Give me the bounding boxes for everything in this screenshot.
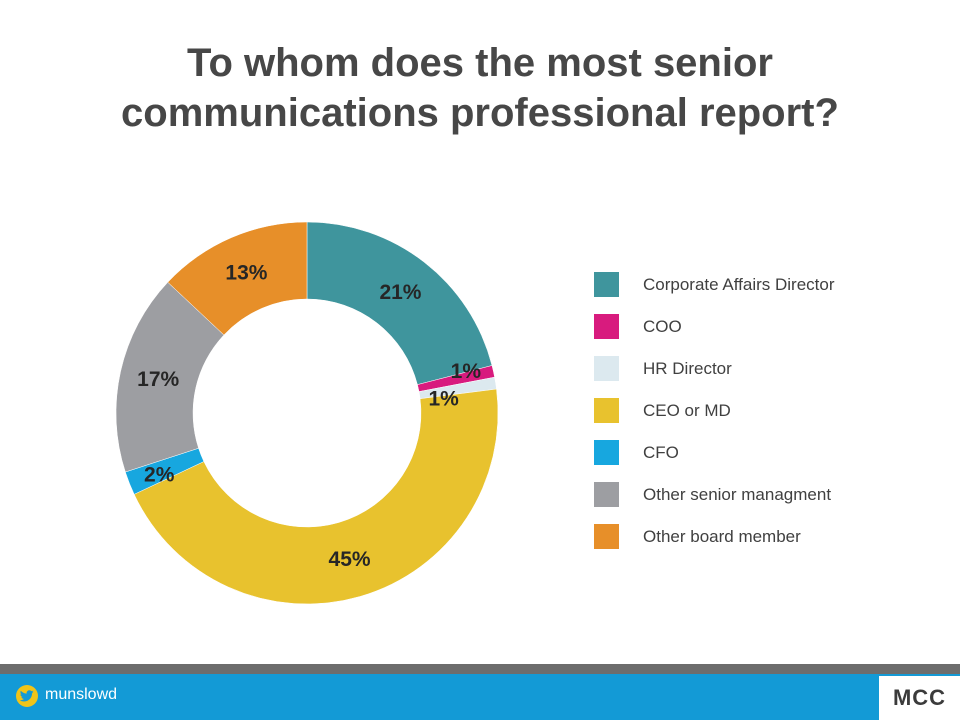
- donut-slice-ceo-or-md: [133, 388, 499, 605]
- chart-title-line-1: To whom does the most senior: [187, 41, 773, 85]
- footer-bar: [0, 674, 960, 720]
- legend-swatch-ceo-or-md: [594, 398, 619, 423]
- legend-label-other-board-member: Other board member: [643, 527, 801, 546]
- data-label-cfo: 2%: [144, 464, 175, 487]
- mcc-logo: MCC: [879, 676, 960, 720]
- legend-swatch-coo: [594, 314, 619, 339]
- legend-label-hr-director: HR Director: [643, 359, 732, 378]
- chart-title-line-2: communications professional report?: [121, 91, 839, 135]
- data-label-other-board-member: 13%: [225, 262, 267, 285]
- legend-label-cfo: CFO: [643, 443, 679, 462]
- footer-divider: [0, 664, 960, 674]
- chart-title: To whom does the most senior communicati…: [0, 38, 960, 138]
- mcc-logo-text: MCC: [892, 685, 947, 710]
- legend-label-ceo-or-md: CEO or MD: [643, 401, 731, 420]
- data-label-corporate-affairs-director: 21%: [379, 281, 421, 304]
- donut-slice-corporate-affairs-director: [306, 221, 493, 385]
- donut-chart: 21% 1% 1% 45% 2% 17% 13% Corporate Affairs Dir…: [115, 221, 835, 605]
- donut-slice-other-board-member: [167, 221, 308, 336]
- legend-label-corporate-affairs-director: Corporate Affairs Director: [643, 275, 835, 294]
- legend-swatch-hr-director: [594, 356, 619, 381]
- data-label-hr-director: 1%: [428, 388, 459, 411]
- chart-legend: Corporate Affairs Director COO HR Director…: [594, 272, 835, 549]
- legend-label-other-senior-managment: Other senior managment: [643, 485, 831, 504]
- donut-slice-labels: 21% 1% 1% 45% 2% 17% 13%: [137, 262, 481, 571]
- data-label-ceo-or-md: 45%: [329, 548, 371, 571]
- legend-swatch-corporate-affairs-director: [594, 272, 619, 297]
- legend-swatch-other-board-member: [594, 524, 619, 549]
- donut-slices: [115, 221, 499, 605]
- legend-label-coo: COO: [643, 317, 682, 336]
- twitter-bird-icon: [16, 685, 38, 707]
- legend-swatch-cfo: [594, 440, 619, 465]
- legend-swatch-other-senior-managment: [594, 482, 619, 507]
- twitter-handle: munslowd: [45, 686, 118, 703]
- data-label-other-senior-managment: 17%: [137, 368, 179, 391]
- data-label-coo: 1%: [451, 360, 482, 383]
